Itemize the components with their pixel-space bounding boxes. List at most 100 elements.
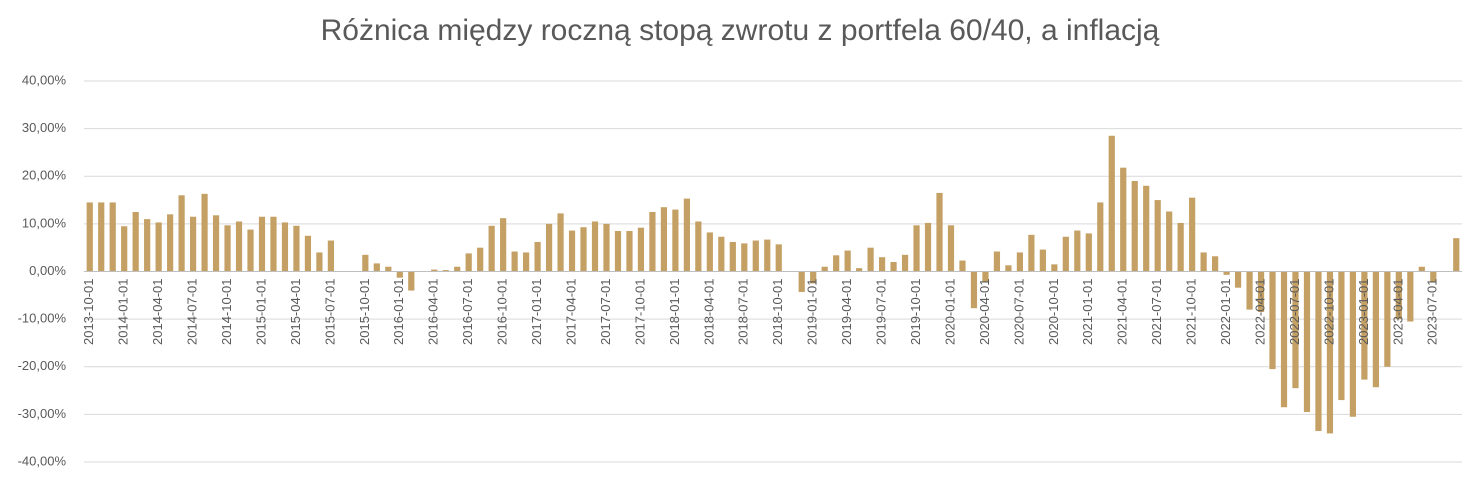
bar [545,223,553,272]
y-tick-label: 40,00% [22,72,67,87]
bar [1338,271,1345,401]
x-tick-label: 2021-07-01 [1149,279,1164,346]
bar [1028,234,1035,272]
bar [86,202,93,272]
bar [706,232,713,272]
bar [821,266,828,272]
bar [1280,271,1288,408]
bar [844,250,851,272]
x-tick-label: 2022-04-01 [1252,279,1267,346]
bar [235,221,243,272]
x-tick-label: 2020-01-01 [942,279,957,346]
bar [1395,271,1402,320]
x-tick-label: 2017-04-01 [563,279,578,346]
bar [798,271,805,292]
x-tick-label: 2018-01-01 [667,279,682,346]
x-tick-label: 2021-01-01 [1080,279,1095,346]
bar [1212,256,1219,272]
bar [1039,249,1046,272]
x-tick-label: 2023-07-01 [1425,279,1440,346]
bar [201,193,208,272]
bar [614,231,622,272]
bar [1303,271,1311,412]
y-tick-label: -10,00% [18,311,67,326]
bar [591,221,599,272]
bar [454,266,461,272]
bar [488,225,495,272]
bar [580,227,587,272]
bar [304,235,312,272]
bar [660,207,668,272]
bar [212,215,220,272]
bar [1131,181,1138,272]
x-tick-label: 2019-07-01 [874,279,889,346]
bar [281,222,289,272]
bar [1384,271,1391,367]
bar [637,227,645,272]
bar [465,253,472,272]
y-tick-label: -40,00% [18,453,67,468]
chart-title: Różnica między roczną stopą zwrotu z por… [321,14,1160,47]
bar [500,218,507,272]
bar [718,236,725,272]
bar [672,209,679,272]
x-tick-label: 2021-10-01 [1184,279,1199,346]
bar [396,271,403,278]
x-tick-label: 2016-01-01 [391,279,406,346]
x-tick-label: 2020-04-01 [977,279,992,346]
bar [936,192,943,272]
bar [1051,264,1058,272]
bar [856,268,863,272]
x-tick-label: 2016-07-01 [460,279,475,346]
bar [1223,271,1230,275]
x-tick-label: 2019-04-01 [839,279,854,346]
bar [1315,271,1322,432]
y-tick-label: 20,00% [22,168,67,183]
x-tick-label: 2023-04-01 [1390,279,1405,346]
bar [568,230,576,272]
bar [695,221,702,272]
y-tick-label: 30,00% [22,120,67,135]
bar [626,231,633,272]
bar [1418,266,1425,272]
bar [167,214,174,272]
x-tick-label: 2016-10-01 [495,279,510,346]
bar [247,229,254,272]
x-tick-label: 2017-07-01 [598,279,613,346]
bar [373,263,380,272]
bar [890,261,897,272]
x-tick-label: 2017-01-01 [529,279,544,346]
bar [683,198,690,272]
x-tick-label: 2015-10-01 [357,279,372,346]
bar [362,254,369,272]
x-tick-label: 2014-04-01 [150,279,165,346]
bar [878,257,886,272]
bar [224,225,231,272]
bar [913,225,920,272]
y-tick-label: 0,00% [29,263,66,278]
x-tick-label: 2014-01-01 [116,279,131,346]
bar [1430,271,1437,283]
bar [1097,202,1104,272]
bar [557,213,564,272]
x-tick-label: 2020-10-01 [1046,279,1061,346]
bar [1349,271,1357,417]
x-tick-label: 2022-07-01 [1287,279,1302,346]
y-tick-label: -30,00% [18,406,67,421]
x-tick-label: 2020-07-01 [1011,279,1026,346]
bar [982,271,989,283]
bar [1166,211,1173,272]
bar [477,247,484,272]
bar [511,251,518,272]
bar [1292,271,1299,389]
bar [959,260,966,272]
bar [649,211,656,272]
bar [1326,271,1334,434]
bar [1372,271,1379,388]
bar [1453,238,1460,272]
bar [1257,271,1265,312]
x-tick-label: 2018-04-01 [701,279,716,346]
bar [867,247,874,272]
bar [1074,230,1081,272]
